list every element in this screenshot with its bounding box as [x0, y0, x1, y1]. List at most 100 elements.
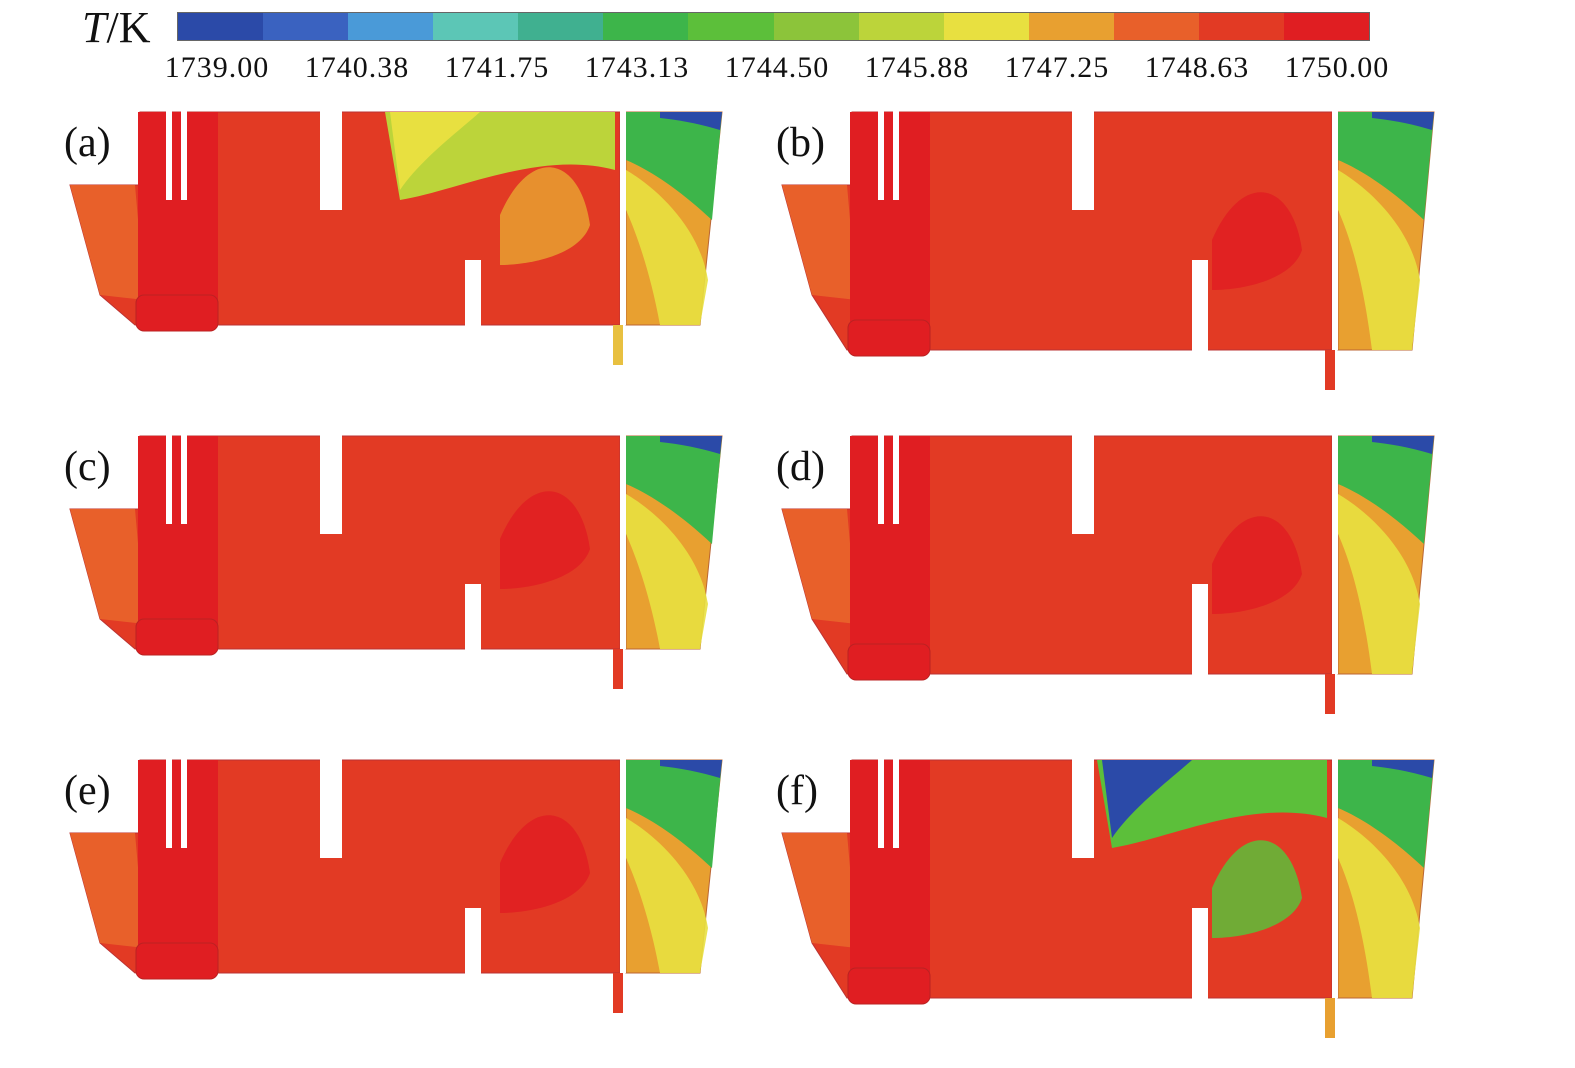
right-chamber-warm — [626, 818, 708, 973]
divider-wall — [1332, 434, 1338, 674]
shroud-slot — [878, 110, 884, 200]
contour-panel-c: (c) — [60, 434, 760, 744]
dam — [465, 584, 481, 651]
tundish-contour-plot — [69, 110, 723, 365]
colorbar-segment — [348, 13, 434, 40]
weir — [1072, 758, 1094, 858]
weir — [320, 434, 342, 534]
right-chamber-upper — [626, 760, 722, 868]
outlet-nozzle — [1325, 674, 1335, 714]
tundish-contour-plot — [69, 758, 723, 1013]
colorbar-segment — [773, 13, 859, 40]
colorbar-segment — [518, 13, 604, 40]
inlet-zone — [138, 436, 218, 631]
weir — [320, 110, 342, 210]
left-inlet-zone — [70, 185, 145, 300]
weir — [1072, 110, 1094, 210]
colorbar-tick: 1747.25 — [1004, 51, 1110, 84]
impact-pad — [847, 967, 931, 1005]
colorbar-tick: 1741.75 — [444, 51, 550, 84]
right-chamber-warm — [1338, 170, 1420, 350]
colorbar-segment — [603, 13, 689, 40]
left-inlet-zone — [782, 833, 857, 948]
colorbar-segment — [1113, 13, 1199, 40]
weir — [320, 758, 342, 858]
right-chamber-upper — [626, 112, 722, 220]
colorbar-tick: 1745.88 — [864, 51, 970, 84]
shroud-slot — [181, 758, 187, 848]
outlet-nozzle — [1325, 998, 1335, 1038]
outlet-nozzle — [613, 649, 623, 689]
inlet-zone — [138, 760, 218, 955]
colorbar-segment — [858, 13, 944, 40]
shroud-slot — [181, 110, 187, 200]
tundish-contour-plot — [781, 110, 1435, 390]
colorbar-tick: 1739.00 — [164, 51, 270, 84]
right-chamber-cold — [660, 760, 722, 778]
contour-panel-f: (f) — [772, 758, 1472, 1068]
panel-label: (e) — [60, 766, 115, 816]
right-chamber-cold — [1372, 436, 1434, 454]
left-inlet-zone — [782, 185, 857, 300]
contour-panel-e: (e) — [60, 758, 760, 1068]
dam — [1192, 260, 1208, 352]
right-chamber-cold — [660, 112, 722, 130]
left-inlet-zone — [70, 833, 145, 948]
tundish-contour-plot — [69, 434, 723, 689]
colorbar-segment — [263, 13, 349, 40]
colorbar-segment — [433, 13, 519, 40]
divider-wall — [620, 110, 626, 325]
right-chamber-upper — [1338, 436, 1434, 544]
contour-panel-b: (b) — [772, 110, 1472, 420]
colorbar-tick: 1748.63 — [1144, 51, 1250, 84]
shroud-slot — [893, 758, 899, 848]
right-chamber-cold — [660, 436, 722, 454]
colorbar-tick: 1750.00 — [1284, 51, 1390, 84]
mid-zone — [500, 167, 590, 265]
inlet-zone — [850, 436, 930, 656]
impact-pad — [135, 618, 219, 656]
mid-zone — [1212, 192, 1302, 290]
contour-panel-d: (d) — [772, 434, 1472, 744]
divider-wall — [620, 434, 626, 649]
right-chamber-upper — [1338, 760, 1434, 868]
dam — [465, 908, 481, 975]
contour-panel-a: (a) — [60, 110, 760, 420]
tundish-contour-plot — [781, 434, 1435, 714]
divider-wall — [1332, 110, 1338, 350]
inlet-zone — [850, 112, 930, 332]
colorbar-segment — [943, 13, 1029, 40]
colorbar-segment — [1028, 13, 1114, 40]
mid-zone — [1212, 516, 1302, 614]
weir — [1072, 434, 1094, 534]
outlet-nozzle — [613, 973, 623, 1013]
right-chamber-cold — [1372, 112, 1434, 130]
left-inlet-zone — [782, 509, 857, 624]
left-inlet-zone — [70, 509, 145, 624]
impact-pad — [847, 319, 931, 357]
panel-label: (a) — [60, 118, 115, 168]
panel-label: (d) — [772, 442, 829, 492]
shroud-slot — [878, 434, 884, 524]
right-chamber-cold — [1372, 760, 1434, 778]
shroud-slot — [893, 110, 899, 200]
colorbar-tick: 1743.13 — [584, 51, 690, 84]
panel-label: (c) — [60, 442, 115, 492]
shroud-slot — [878, 758, 884, 848]
shroud-slot — [181, 434, 187, 524]
dam — [1192, 584, 1208, 676]
colorbar-tick-labels: 1739.00 1740.38 1741.75 1743.13 1744.50 … — [0, 50, 1575, 86]
shroud-slot — [166, 110, 172, 200]
shroud-slot — [166, 434, 172, 524]
shroud-slot — [166, 758, 172, 848]
mid-zone — [500, 491, 590, 589]
colorbar-segment — [688, 13, 774, 40]
mid-zone — [1212, 840, 1302, 938]
right-chamber-warm — [1338, 494, 1420, 674]
legend-symbol: T — [82, 3, 107, 52]
shroud-slot — [893, 434, 899, 524]
dam — [465, 260, 481, 327]
right-chamber-upper — [1338, 112, 1434, 220]
outlet-nozzle — [1325, 350, 1335, 390]
right-chamber-warm — [626, 494, 708, 649]
